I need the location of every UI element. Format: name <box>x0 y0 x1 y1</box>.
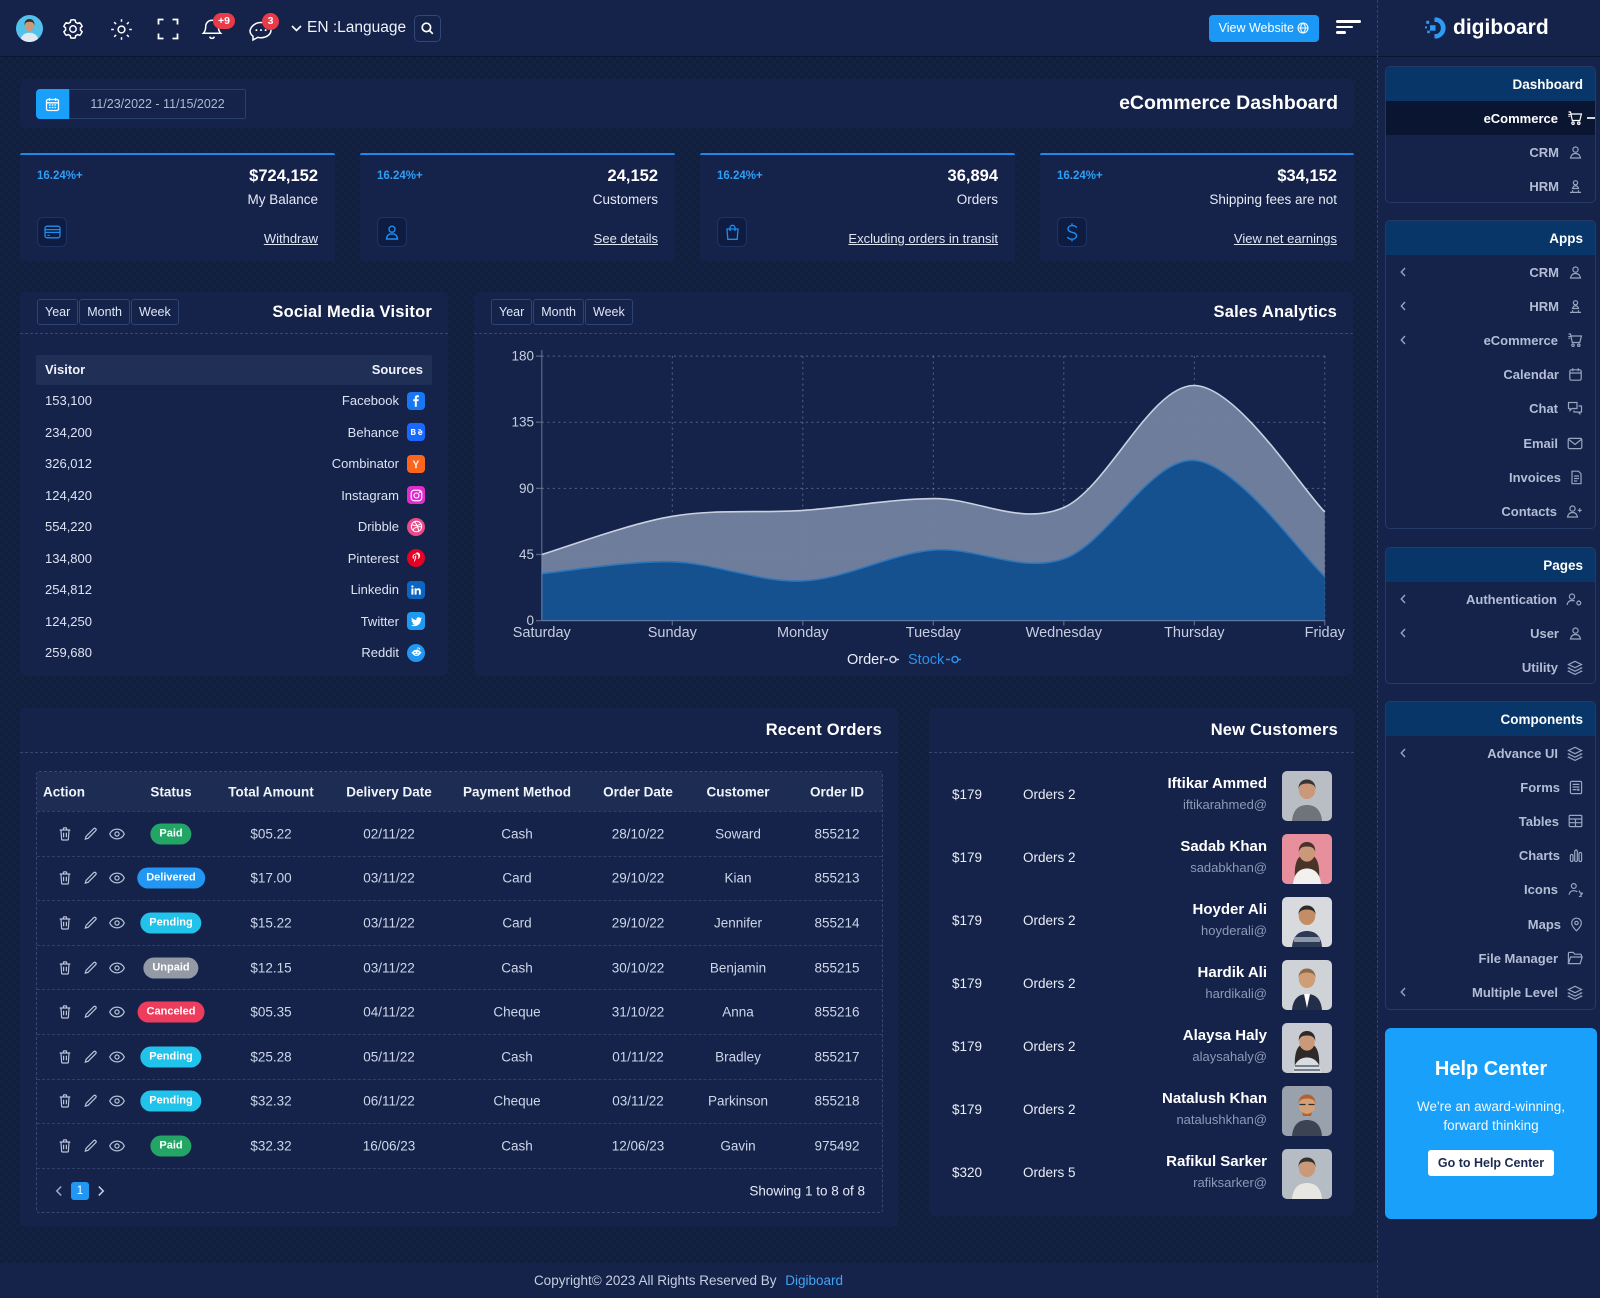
svg-text:Monday: Monday <box>777 625 829 641</box>
svg-text:90: 90 <box>519 481 534 496</box>
svg-text:Tuesday: Tuesday <box>906 625 962 641</box>
svg-text:Saturday: Saturday <box>513 625 572 641</box>
svg-text:0: 0 <box>526 613 534 628</box>
svg-text:Friday: Friday <box>1305 625 1346 641</box>
svg-text:180: 180 <box>511 349 534 364</box>
svg-text:Thursday: Thursday <box>1164 625 1225 641</box>
svg-text:Wednesday: Wednesday <box>1026 625 1103 641</box>
svg-text:Stock: Stock <box>908 652 945 668</box>
svg-text:Sunday: Sunday <box>648 625 698 641</box>
svg-text:Order: Order <box>847 652 884 668</box>
svg-text:135: 135 <box>511 415 534 430</box>
svg-text:45: 45 <box>519 547 534 562</box>
